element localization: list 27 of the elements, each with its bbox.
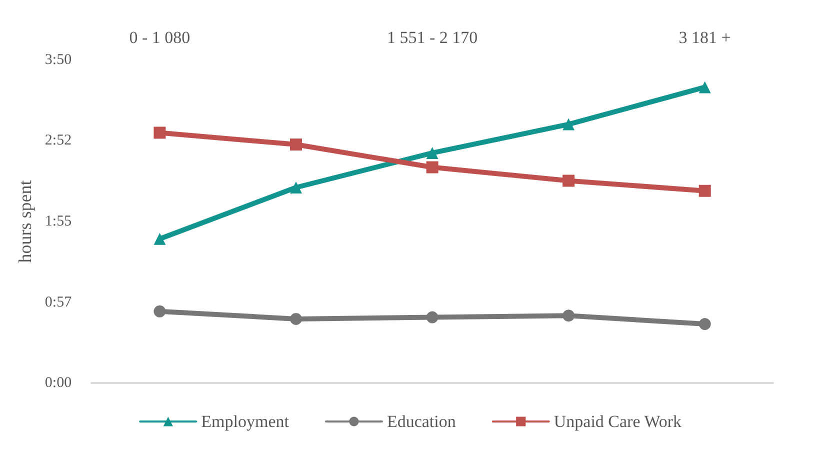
point	[698, 81, 711, 94]
y-tick-label: 0:57	[44, 294, 72, 310]
point	[562, 174, 575, 187]
point	[290, 312, 302, 325]
point	[290, 182, 302, 194]
legend-label: Education	[386, 412, 456, 431]
legend-label: Employment	[201, 412, 290, 431]
point	[698, 318, 711, 330]
y-tick-label: 2:52	[44, 132, 72, 149]
point	[426, 311, 438, 324]
point	[154, 232, 166, 245]
point	[562, 310, 575, 322]
point	[426, 146, 438, 159]
point	[698, 184, 711, 197]
point	[290, 138, 302, 151]
y-tick-label: 0:00	[44, 375, 72, 391]
point	[154, 305, 166, 318]
y-tick-label: 3:50	[44, 52, 72, 68]
legend-label: Unpaid Care Work	[554, 412, 682, 431]
x-tick-label: 0 - 1 080	[129, 28, 190, 47]
point	[426, 161, 438, 174]
point	[562, 118, 575, 130]
point	[154, 126, 166, 139]
x-tick-label: 1 551 - 2 170	[386, 28, 478, 47]
y-axis-title: hours spent	[15, 180, 35, 263]
y-tick-label: 1:55	[44, 213, 72, 230]
x-tick-label: 3 181 +	[678, 28, 731, 47]
